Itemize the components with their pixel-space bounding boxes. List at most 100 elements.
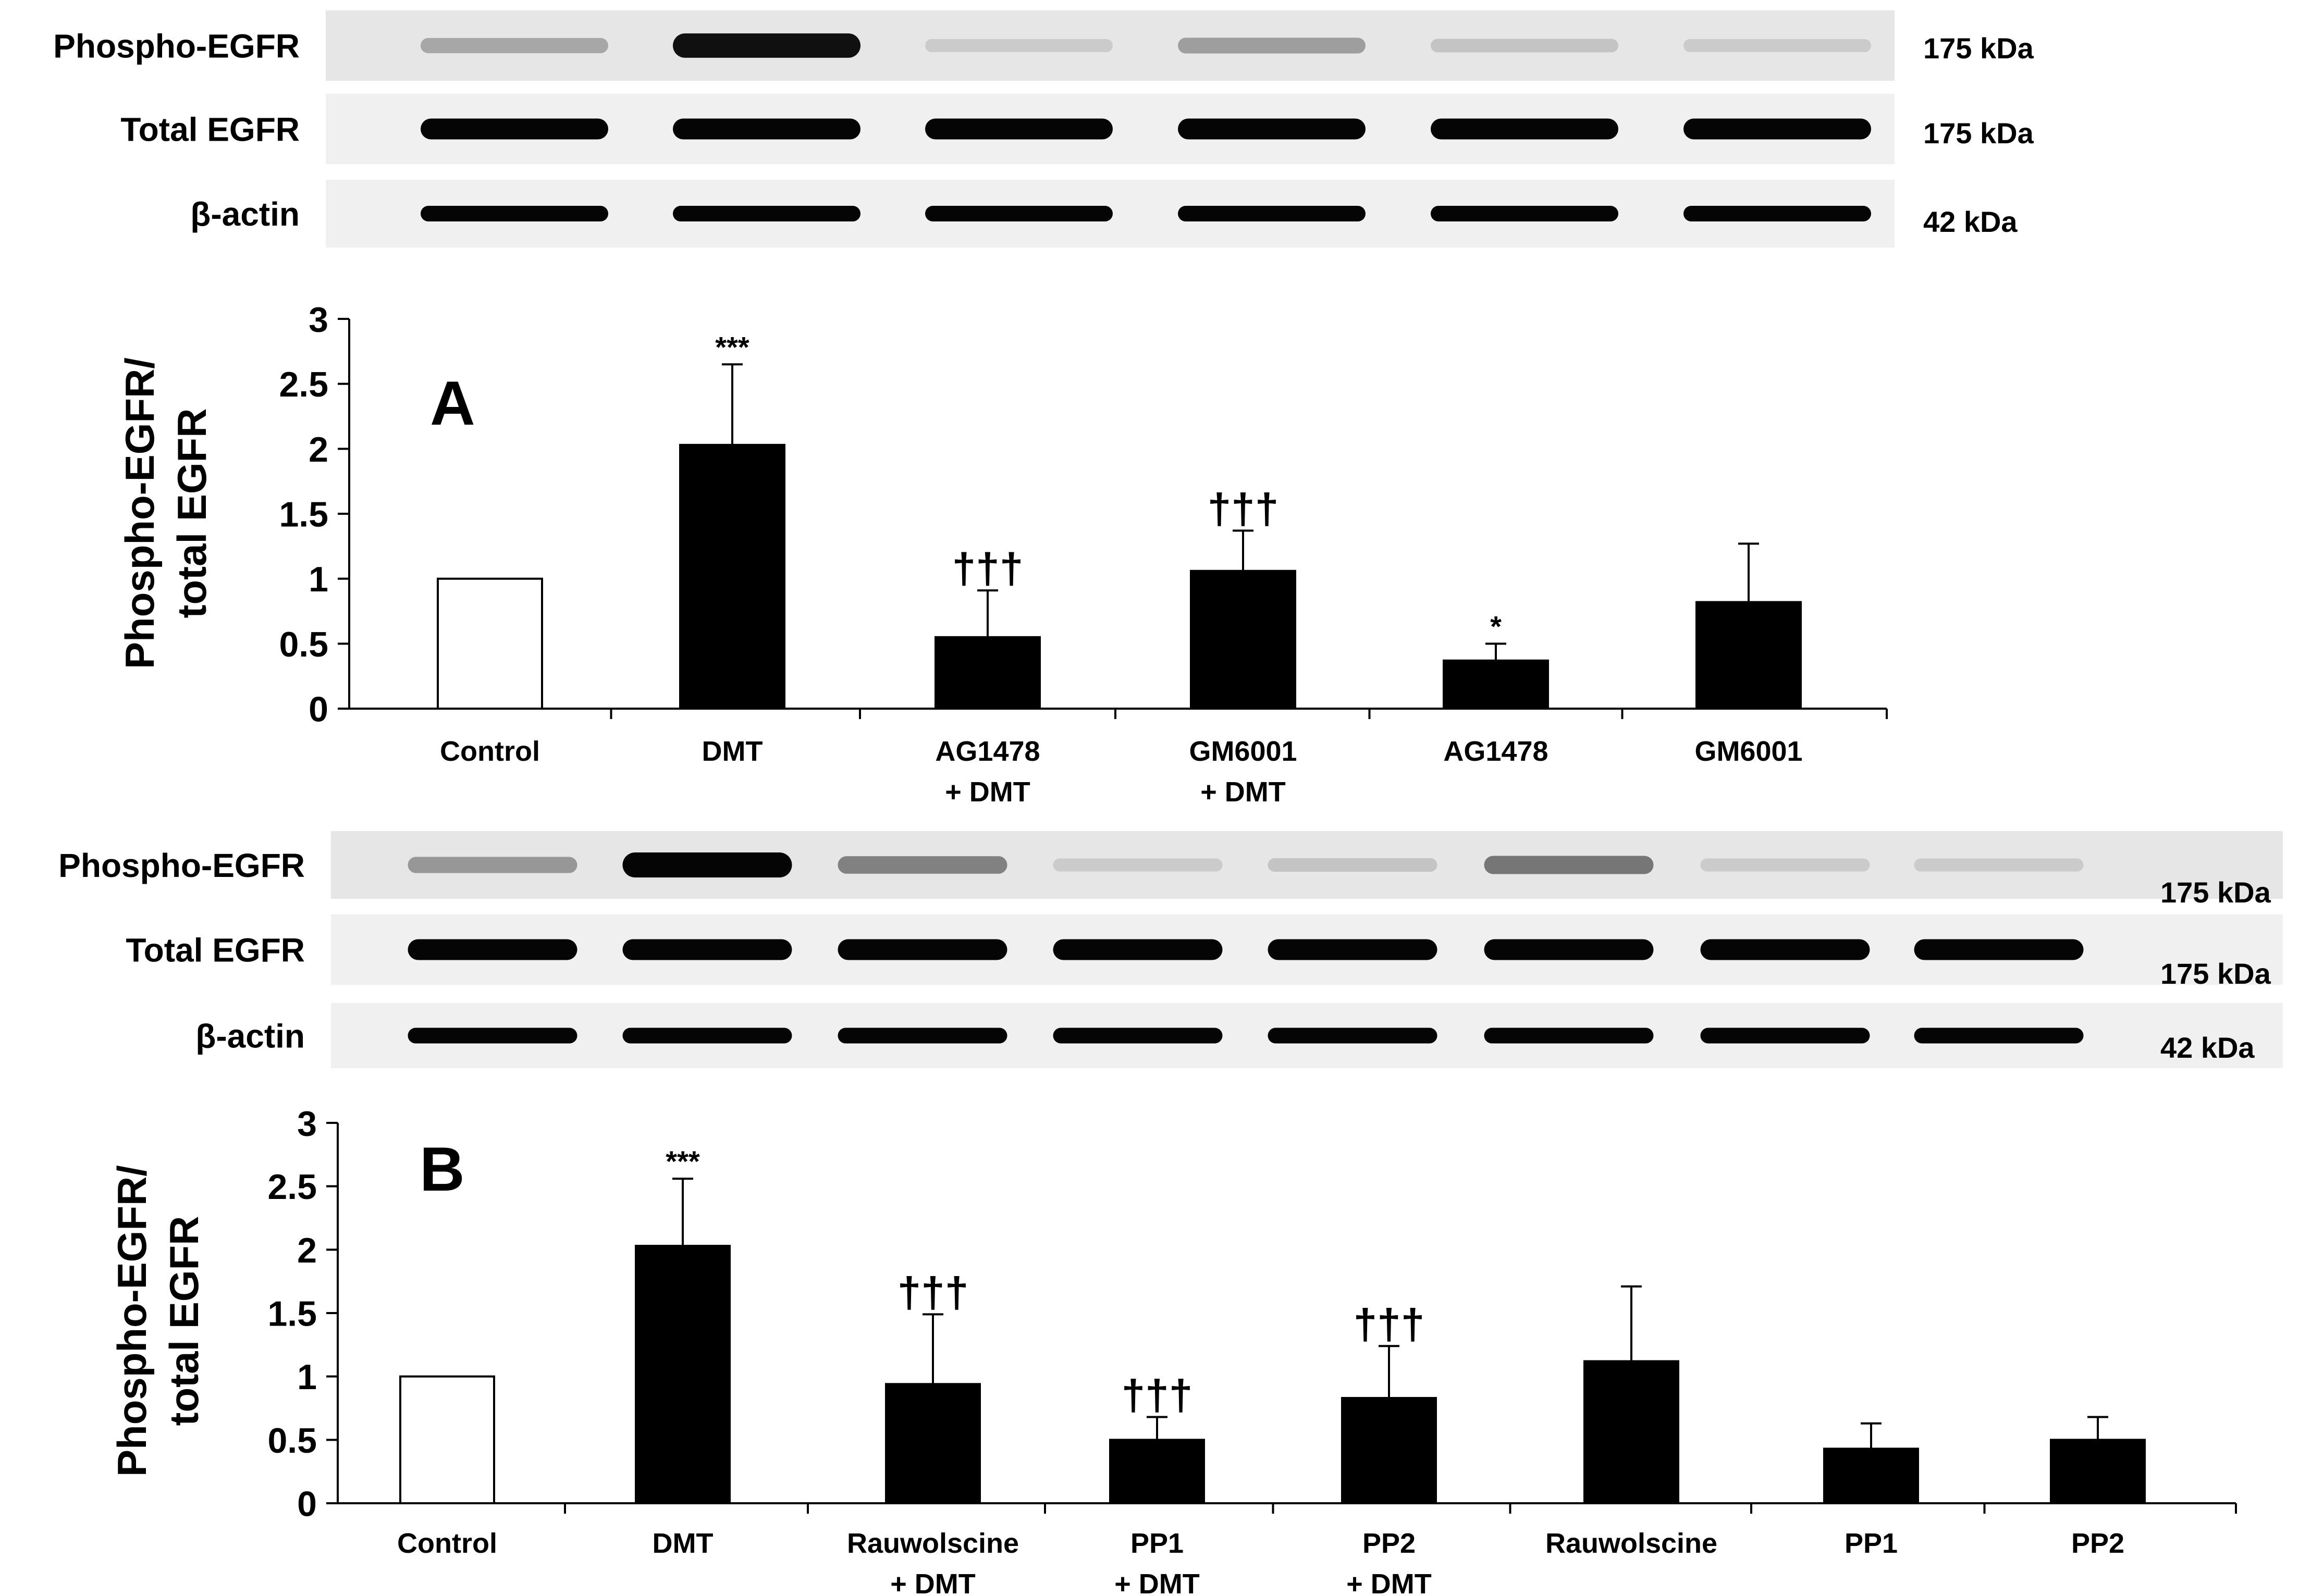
bar bbox=[1823, 1447, 1919, 1505]
y-tick-label: 3 bbox=[297, 1104, 317, 1143]
x-category-label: GM6001 bbox=[1694, 736, 1802, 767]
x-category-label: DMT bbox=[702, 736, 763, 767]
blot-band bbox=[925, 39, 1113, 53]
blot-band bbox=[421, 118, 608, 140]
blot-band bbox=[1914, 939, 2084, 960]
blot-band bbox=[1683, 39, 1871, 53]
blot-band bbox=[1484, 1028, 1654, 1044]
blot-band bbox=[925, 118, 1113, 140]
blot-band bbox=[1683, 206, 1871, 221]
x-category-label: + DMT bbox=[1200, 776, 1286, 808]
blot-band bbox=[1178, 118, 1366, 140]
significance-marker: ††† bbox=[1122, 1372, 1193, 1419]
y-tick-label: 2 bbox=[309, 430, 328, 469]
blot-band bbox=[1700, 1028, 1870, 1044]
significance-marker: ††† bbox=[898, 1269, 969, 1316]
x-category-label: PP1 bbox=[1845, 1528, 1898, 1559]
x-category-label: Rauwolscine bbox=[847, 1528, 1019, 1559]
x-category-label: Rauwolscine bbox=[1545, 1528, 1717, 1559]
y-tick-label: 1 bbox=[297, 1357, 317, 1397]
x-category-label: PP2 bbox=[1362, 1528, 1416, 1559]
bar bbox=[1190, 570, 1296, 710]
blot-band bbox=[1700, 939, 1870, 960]
y-tick-label: 1.5 bbox=[279, 494, 328, 534]
blot-band bbox=[925, 206, 1113, 221]
x-category-label: + DMT bbox=[890, 1568, 976, 1596]
blot-band bbox=[838, 1028, 1007, 1044]
x-category-label: PP1 bbox=[1130, 1528, 1184, 1559]
bar bbox=[1695, 601, 1802, 710]
y-tick-label: 1 bbox=[309, 560, 328, 599]
y-tick-label: 0 bbox=[309, 689, 328, 729]
blot-row-label: Phospho-EGFR bbox=[58, 847, 305, 884]
bar bbox=[935, 636, 1041, 710]
significance-marker: * bbox=[1490, 610, 1502, 642]
x-category-label: AG1478 bbox=[1443, 736, 1548, 767]
blot-band bbox=[408, 857, 577, 873]
bar bbox=[635, 1245, 731, 1505]
blot-band bbox=[408, 939, 577, 960]
significance-marker: ††† bbox=[1208, 485, 1279, 533]
blot-kda-label: 175 kDa bbox=[2160, 876, 2271, 909]
blot-band bbox=[1178, 206, 1366, 221]
blot-band bbox=[673, 33, 860, 58]
blot-band bbox=[838, 939, 1007, 960]
panel-label: B bbox=[420, 1134, 465, 1204]
y-axis-title: total EGFR bbox=[161, 1216, 207, 1426]
bar bbox=[1443, 659, 1549, 710]
bar bbox=[1341, 1397, 1437, 1505]
x-category-label: Control bbox=[397, 1528, 497, 1559]
blot-row-label: β-actin bbox=[195, 1018, 305, 1055]
blot-band bbox=[1431, 206, 1618, 221]
bar bbox=[1109, 1439, 1205, 1504]
blot-band bbox=[421, 38, 608, 54]
y-tick-label: 1.5 bbox=[267, 1294, 317, 1333]
significance-marker: ††† bbox=[952, 545, 1024, 592]
x-category-label: GM6001 bbox=[1189, 736, 1297, 767]
bar-chart-a: 0 0.5 1 1.5 2 2.5 3 Control *** DMT ††† AG1478 + DMT… bbox=[117, 300, 1888, 808]
blot-band bbox=[1914, 1028, 2084, 1044]
x-category-label: + DMT bbox=[1346, 1568, 1432, 1596]
blot-band bbox=[622, 939, 792, 960]
bar-chart-b: 0 0.5 1 1.5 2 2.5 3 Control *** DMT ††† Rauwolscine… bbox=[109, 1104, 2237, 1596]
blot-band bbox=[421, 206, 608, 221]
blot-band bbox=[1053, 1028, 1223, 1044]
blot-band bbox=[622, 1028, 792, 1044]
blot-kda-label: 175 kDa bbox=[1923, 117, 2034, 150]
blot-band bbox=[1484, 939, 1654, 960]
x-category-label: AG1478 bbox=[935, 736, 1040, 767]
blot-row-label: β-actin bbox=[190, 195, 300, 233]
bar bbox=[1583, 1360, 1679, 1504]
y-tick-label: 2 bbox=[297, 1231, 317, 1270]
y-axis-title: Phospho-EGFR/ bbox=[109, 1165, 155, 1477]
blot-panel-b: Phospho-EGFR 175 kDa Total EGFR 175 kDa β-ac… bbox=[58, 831, 2283, 1068]
bar bbox=[679, 443, 785, 710]
bar bbox=[2050, 1439, 2146, 1504]
x-category-label: + DMT bbox=[1114, 1568, 1200, 1596]
blot-band bbox=[1268, 858, 1437, 872]
y-tick-label: 0.5 bbox=[267, 1421, 317, 1461]
x-category-label: PP2 bbox=[2071, 1528, 2124, 1559]
x-category-label: DMT bbox=[653, 1528, 714, 1559]
blot-band bbox=[1914, 858, 2084, 872]
blot-band bbox=[1484, 856, 1654, 874]
significance-marker: *** bbox=[715, 330, 749, 363]
y-axis-title: Phospho-EGFR/ bbox=[117, 357, 163, 669]
y-tick-label: 2.5 bbox=[279, 365, 328, 404]
blot-band bbox=[1683, 118, 1871, 140]
blot-kda-label: 175 kDa bbox=[2160, 957, 2271, 990]
blot-band bbox=[1700, 858, 1870, 872]
blot-band bbox=[838, 856, 1007, 874]
y-tick-label: 0 bbox=[297, 1484, 317, 1524]
y-tick-label: 2.5 bbox=[267, 1167, 317, 1207]
blot-band bbox=[1431, 118, 1618, 140]
blot-band bbox=[1268, 939, 1437, 960]
panel-label: A bbox=[430, 368, 475, 438]
blot-row-label: Total EGFR bbox=[120, 111, 300, 149]
x-category-label: Control bbox=[440, 736, 540, 767]
blot-band bbox=[673, 206, 860, 221]
bar bbox=[885, 1383, 981, 1504]
blot-kda-label: 42 kDa bbox=[1923, 205, 2018, 238]
blot-band bbox=[1053, 939, 1223, 960]
blot-band bbox=[408, 1028, 577, 1044]
